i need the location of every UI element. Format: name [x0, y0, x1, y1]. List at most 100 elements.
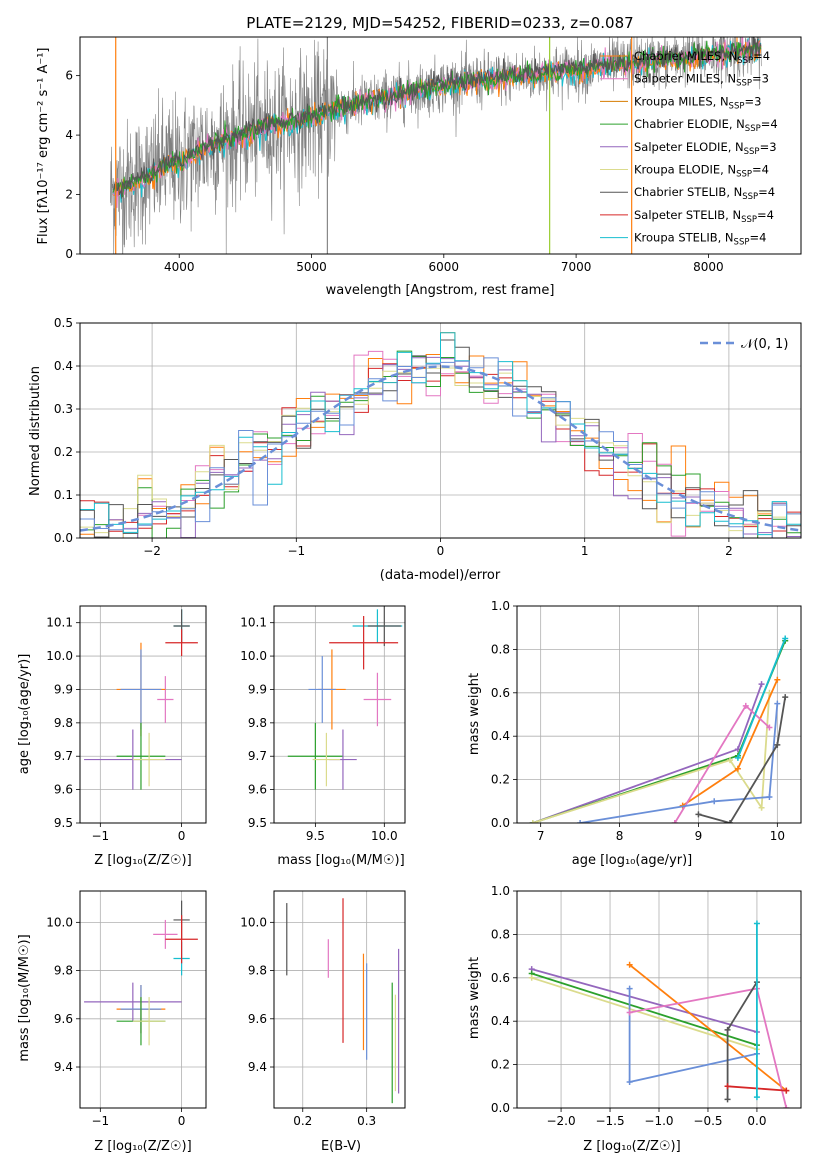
- weight-marker: [671, 820, 678, 823]
- x-tick-label: 9: [695, 829, 703, 843]
- y-tick-label: 9.4: [54, 1060, 73, 1074]
- y-tick-label: 10.0: [240, 649, 267, 663]
- weight-marker: [734, 765, 741, 772]
- y-tick-label: 0.1: [54, 488, 73, 502]
- y-tick-label: 0.4: [54, 359, 73, 373]
- y-tick-label: 0.8: [491, 927, 510, 941]
- weight-marker: [626, 1009, 633, 1016]
- weight-marker: [774, 700, 781, 707]
- y-tick-label: 0.6: [491, 686, 510, 700]
- legend-label: Salpeter MILES, NSSP=3: [634, 72, 769, 89]
- x-tick-label: 6000: [429, 260, 460, 274]
- y-tick-label: 9.8: [248, 716, 267, 730]
- weight-marker: [753, 1094, 760, 1101]
- spectrum-panel: 4000 5000 6000 7000 8000 0 2 4 6 Chabrier MILES, …: [65, 36, 802, 274]
- weight-marker: [742, 702, 749, 709]
- weight-marker: [727, 820, 733, 823]
- y-tick-label: 9.6: [54, 783, 73, 797]
- y-tick-label: 1.0: [491, 884, 510, 898]
- y-tick-label: 9.8: [54, 964, 73, 978]
- histogram-xlabel: (data-model)/error: [380, 568, 501, 583]
- weight-marker: [529, 820, 536, 823]
- age-vs-mass-xlabel: mass [log₁₀(M/M☉)]: [277, 853, 404, 868]
- weight-series-line: [532, 692, 771, 823]
- y-tick-label: 10.0: [240, 915, 267, 929]
- y-tick-label: 0.4: [491, 1014, 510, 1028]
- x-tick-label: 8000: [693, 260, 724, 274]
- errorbar-group: [84, 900, 198, 1046]
- y-tick-label: 0.2: [491, 773, 510, 787]
- x-tick-label: 2: [725, 544, 733, 558]
- x-tick-label: 0: [437, 544, 445, 558]
- weight-marker: [783, 1087, 790, 1094]
- weight-vs-age-xlabel: age [log₁₀(age/yr)]: [572, 853, 693, 868]
- spectrum-ylabel: Flux [fλ10⁻¹⁷ erg cm⁻² s⁻¹ A⁻¹]: [36, 48, 51, 245]
- axes-frame: [79, 605, 207, 824]
- weight-marker: [711, 798, 718, 805]
- mass-vs-ebv-panel: 0.2 0.3 9.4 9.6 9.8 10.0: [240, 890, 406, 1128]
- residual-histogram-series: [80, 357, 801, 538]
- weight-marker: [626, 1078, 633, 1085]
- model-spectrum-line: [112, 37, 762, 199]
- x-tick-label: 8: [616, 829, 624, 843]
- axes-frame: [273, 890, 406, 1109]
- weight-marker: [727, 757, 733, 764]
- y-tick-label: 0.0: [54, 531, 73, 545]
- y-tick-label: 9.9: [54, 682, 73, 696]
- weight-marker: [758, 681, 765, 688]
- axes-frame: [79, 322, 802, 539]
- y-tick-label: 9.6: [248, 783, 267, 797]
- weight-marker: [695, 811, 702, 818]
- errorbar-group: [84, 609, 198, 790]
- model-spectrum-line: [112, 40, 762, 198]
- y-tick-label: 0.3: [54, 402, 73, 416]
- y-tick-label: 10.0: [46, 649, 73, 663]
- weight-marker: [753, 920, 760, 927]
- weight-series-line: [531, 976, 758, 1051]
- weight-marker: [758, 804, 765, 811]
- x-tick-label: 0.2: [293, 1114, 312, 1128]
- y-tick-label: 1.0: [491, 599, 510, 613]
- x-tick-label: −0.5: [693, 1114, 722, 1128]
- residual-histogram-series: [80, 350, 801, 538]
- y-tick-label: 10.1: [46, 616, 73, 630]
- weight-lines: [528, 920, 790, 1108]
- spectrum-xlabel: wavelength [Angstrom, rest frame]: [326, 283, 555, 298]
- weight-series-line: [531, 968, 758, 1033]
- residual-histogram-series: [80, 332, 801, 538]
- y-tick-label: 2: [65, 188, 73, 202]
- y-tick-label: 9.8: [248, 964, 267, 978]
- legend-label: Kroupa ELODIE, NSSP=4: [634, 163, 769, 180]
- weight-marker: [782, 694, 789, 701]
- weight-marker: [766, 724, 773, 731]
- x-tick-label: 9.5: [306, 829, 325, 843]
- x-tick-label: −1.5: [595, 1114, 624, 1128]
- weight-marker: [577, 820, 584, 823]
- x-tick-label: −1: [287, 544, 305, 558]
- histogram-ylabel: Normed distribution: [28, 366, 43, 496]
- axes-frame: [79, 36, 802, 255]
- x-tick-label: −1.0: [644, 1114, 673, 1128]
- weight-marker: [774, 741, 781, 748]
- legend-label: Chabrier MILES, NSSP=4: [634, 49, 770, 66]
- weight-marker: [783, 1105, 790, 1108]
- histogram-lines: [80, 332, 801, 538]
- mass-vs-ebv-xlabel: E(B-V): [321, 1139, 361, 1154]
- legend-label: Salpeter STELIB, NSSP=4: [634, 208, 774, 225]
- mass-vs-Z-panel: −1 0 9.4 9.6 9.8 10.0: [46, 890, 207, 1128]
- weight-marker: [626, 961, 633, 968]
- y-tick-label: 0.2: [491, 1058, 510, 1072]
- x-tick-label: 1: [581, 544, 589, 558]
- y-tick-label: 0.6: [491, 971, 510, 985]
- x-tick-label: 0.0: [747, 1114, 766, 1128]
- age-vs-Z-ylabel: age [log₁₀(age/yr)]: [17, 654, 32, 775]
- y-tick-label: 0: [65, 247, 73, 261]
- age-vs-Z-panel: −1 0 9.5 9.6 9.7 9.8 9.9 10.0 10.1: [46, 605, 207, 843]
- residual-histogram-series: [80, 356, 801, 538]
- axes-frame: [273, 605, 406, 824]
- y-tick-label: 9.5: [54, 816, 73, 830]
- weight-vs-Z-xlabel: Z [log₁₀(Z/Z☉)]: [583, 1139, 680, 1154]
- weight-series-line: [532, 683, 763, 823]
- y-tick-label: 0.4: [491, 729, 510, 743]
